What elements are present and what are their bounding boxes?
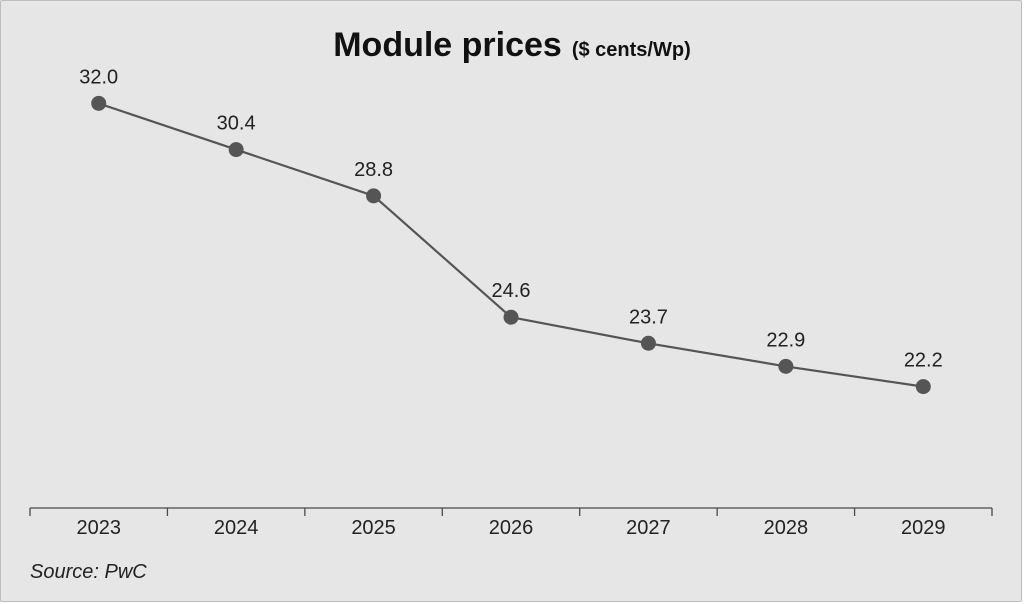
data-label-2028: 22.9 — [766, 329, 805, 351]
x-tick-label-2026: 2026 — [489, 517, 534, 539]
data-point-2028 — [778, 358, 794, 374]
data-point-2024 — [228, 142, 244, 158]
data-label-2026: 24.6 — [492, 280, 531, 302]
data-point-2029 — [915, 379, 931, 395]
data-label-2023: 32.0 — [79, 66, 118, 88]
data-points — [91, 95, 931, 395]
x-tick-label-2025: 2025 — [351, 517, 396, 539]
data-label-2025: 28.8 — [354, 159, 393, 181]
x-tick-labels: 2023 2024 2025 2026 2027 2028 2029 — [76, 517, 945, 539]
data-label-2024: 30.4 — [217, 113, 256, 135]
x-tick-label-2024: 2024 — [214, 517, 259, 539]
data-label-2027: 23.7 — [629, 306, 668, 328]
chart-title-group: Module prices ($ cents/Wp) — [333, 26, 691, 64]
data-point-2025 — [366, 188, 382, 204]
data-point-2027 — [640, 335, 656, 351]
source-note: Source: PwC — [30, 561, 147, 583]
chart-title: Module prices — [333, 26, 562, 64]
x-tick-label-2029: 2029 — [901, 517, 946, 539]
x-axis — [29, 507, 993, 516]
data-labels: 32.0 30.4 28.8 24.6 23.7 22.9 22.2 — [79, 66, 943, 371]
x-tick-label-2027: 2027 — [626, 517, 671, 539]
x-tick-label-2023: 2023 — [76, 517, 121, 539]
data-label-2029: 22.2 — [904, 350, 943, 372]
x-tick-label-2028: 2028 — [764, 517, 809, 539]
chart-subtitle: ($ cents/Wp) — [572, 39, 691, 61]
data-point-2023 — [91, 95, 107, 111]
data-point-2026 — [503, 309, 519, 325]
